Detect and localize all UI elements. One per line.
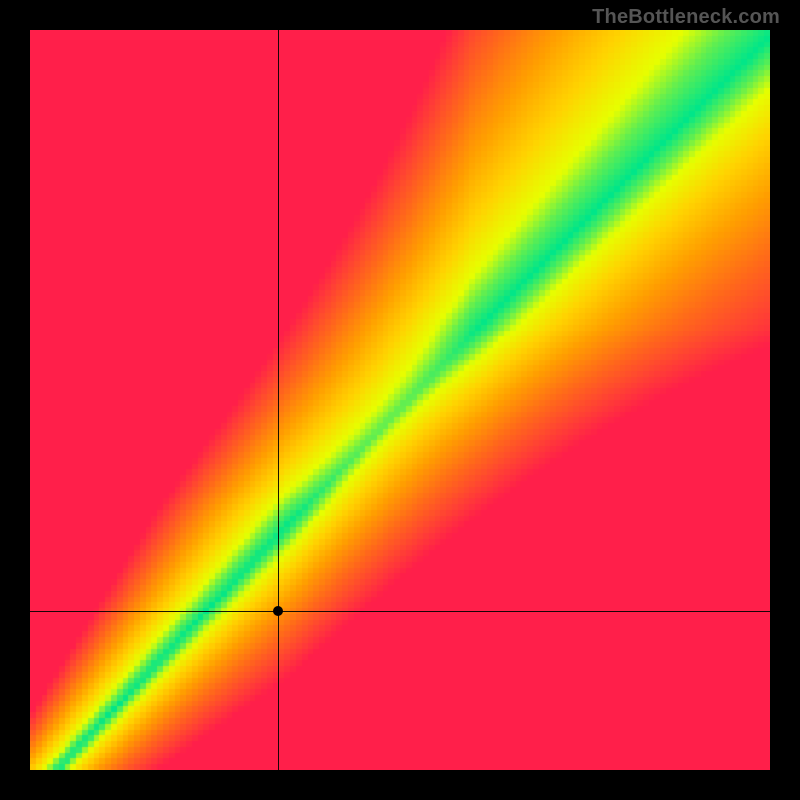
- heatmap-canvas: [30, 30, 770, 770]
- watermark-text: TheBottleneck.com: [592, 6, 780, 29]
- crosshair-vertical: [278, 30, 279, 770]
- plot-frame: [30, 30, 770, 770]
- marker-dot: [273, 606, 283, 616]
- crosshair-horizontal: [30, 611, 770, 612]
